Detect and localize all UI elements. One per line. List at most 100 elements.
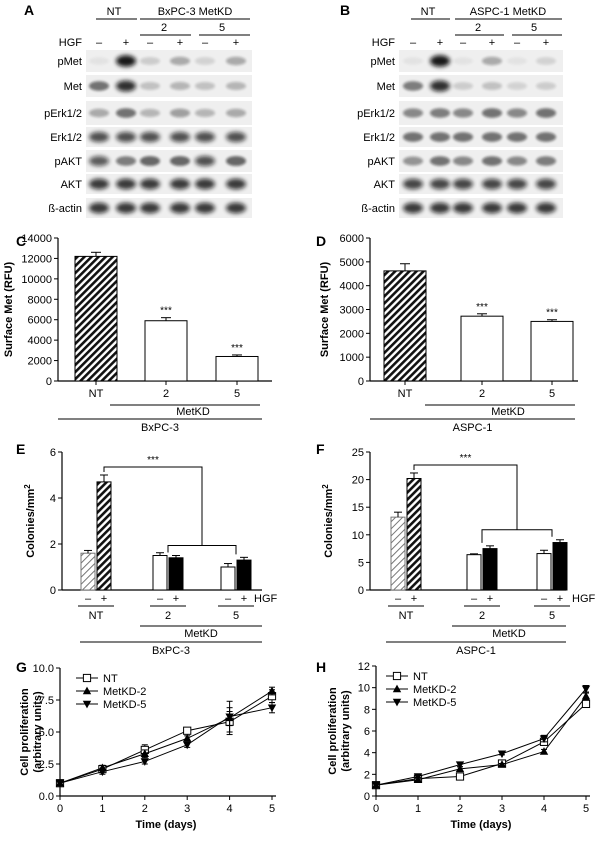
data-point — [183, 726, 192, 735]
panel-a-clone-5: 5 — [219, 22, 225, 34]
blot-band — [453, 132, 473, 142]
panel-a: A NT BxPC-3 MetKD 2 5 HGF – + – + – + pMetMetp… — [24, 2, 252, 218]
panel-b-header-metkd: ASPC-1 MetKD — [470, 6, 546, 18]
y-tick-label: 0 — [364, 791, 370, 803]
bar — [383, 270, 427, 382]
y-tick-label: 4 — [50, 493, 56, 505]
blot-band — [430, 202, 450, 214]
blot-band — [536, 178, 556, 190]
cell-line-label: ASPC-1 — [453, 422, 493, 434]
blot-band — [430, 55, 450, 67]
data-point — [581, 685, 591, 694]
panel-h-letter: H — [316, 659, 326, 675]
x-tick-label: 5 — [549, 610, 555, 622]
x-tick-label: 5 — [549, 388, 555, 400]
bar — [390, 516, 406, 591]
blot-band — [453, 57, 473, 65]
bar — [406, 477, 422, 591]
y-tick-label: 2.5 — [39, 759, 54, 771]
y-tick-label: 15 — [352, 502, 364, 514]
blot-label: AKT — [374, 179, 396, 191]
hgf-sign: – — [202, 37, 209, 49]
panel-c-letter: C — [16, 233, 26, 249]
x-tick-label: NT — [398, 388, 413, 400]
y-axis-label: Cell proliferation — [19, 688, 31, 776]
blot-band — [89, 155, 109, 167]
blot-band — [140, 131, 160, 143]
data-point — [539, 747, 549, 755]
group-label: MetKD — [491, 406, 525, 418]
legend-label: NT — [103, 673, 118, 685]
blot-band — [453, 108, 473, 118]
y-tick-label: 8000 — [28, 294, 52, 306]
blot-band — [536, 156, 556, 166]
blot-band — [170, 156, 190, 166]
blot-strip — [399, 75, 563, 97]
x-tick-label: 2 — [479, 388, 485, 400]
blot-band — [403, 132, 423, 142]
y-tick-label: 2000 — [28, 356, 52, 368]
blot-band — [507, 57, 527, 65]
panel-b: B NT ASPC-1 MetKD 2 5 HGF – + – + – + pMetMetp… — [340, 2, 563, 218]
blot-band — [140, 156, 160, 166]
blot-label: ß-actin — [361, 203, 395, 215]
legend-label: MetKD-2 — [103, 686, 146, 698]
y-tick-label: 20 — [352, 475, 364, 487]
blot-band — [536, 202, 556, 214]
hgf-sign: + — [411, 593, 417, 605]
blot-strip — [399, 127, 563, 147]
blot-band — [116, 55, 136, 67]
x-tick-label: 0 — [57, 803, 63, 815]
blot-band — [482, 156, 502, 166]
hgf-sign: – — [514, 37, 521, 49]
y-tick-label: 0 — [46, 376, 52, 388]
x-tick-label: NT — [89, 610, 104, 622]
blot-band — [116, 156, 136, 166]
blot-label: ß-actin — [48, 203, 82, 215]
panel-c-chart: 0 2000 4000 6000 8000 10000 12000 14000 Surface … — [3, 233, 272, 434]
significance-bracket — [413, 464, 518, 530]
hgf-label: HGF — [254, 593, 278, 605]
x-tick-label: 3 — [184, 803, 190, 815]
blot-band — [482, 81, 502, 91]
blot-band — [170, 56, 190, 66]
x-tick-label: 2 — [165, 610, 171, 622]
bar — [215, 355, 259, 382]
panel-a-blot: pMet Met pErk1/2 Erk1/2 pAKT AKT ß-actin — [44, 50, 252, 218]
x-tick-label: 1 — [415, 803, 421, 815]
bar — [152, 555, 168, 591]
panel-d-chart: 0 1000 2000 3000 4000 5000 6000 Surface Met (RF… — [319, 233, 578, 434]
blot-band — [89, 108, 109, 118]
y-axis-label-sup: 2 — [23, 484, 32, 489]
blot-band — [403, 81, 423, 91]
significance-label: *** — [476, 302, 488, 313]
blot-band — [170, 202, 190, 214]
legend-label: MetKD-5 — [413, 697, 456, 709]
legend-label: MetKD-2 — [413, 684, 456, 696]
significance-bracket-sub — [167, 545, 237, 555]
blot-band — [226, 131, 246, 143]
cell-line-label: ASPC-1 — [456, 645, 496, 657]
panel-e-letter: E — [16, 441, 25, 457]
y-axis-label: Surface Met (RFU) — [319, 261, 331, 357]
data-point — [82, 686, 92, 695]
blot-band — [89, 178, 109, 190]
data-point — [82, 700, 92, 709]
bar — [552, 542, 568, 591]
data-point — [183, 734, 192, 742]
blot-band — [453, 178, 473, 190]
data-point — [392, 684, 402, 693]
blot-label: Met — [64, 81, 82, 93]
panel-b-clone-5: 5 — [531, 22, 537, 34]
blot-band — [536, 82, 556, 90]
y-tick-label: 0 — [50, 585, 56, 597]
data-point — [455, 761, 465, 769]
series-line — [375, 703, 587, 786]
blot-strip — [399, 101, 563, 125]
blot-band — [226, 81, 246, 91]
panel-a-header-metkd: BxPC-3 MetKD — [158, 6, 233, 18]
panel-b-hgf-row: HGF – + – + – + — [372, 37, 549, 49]
